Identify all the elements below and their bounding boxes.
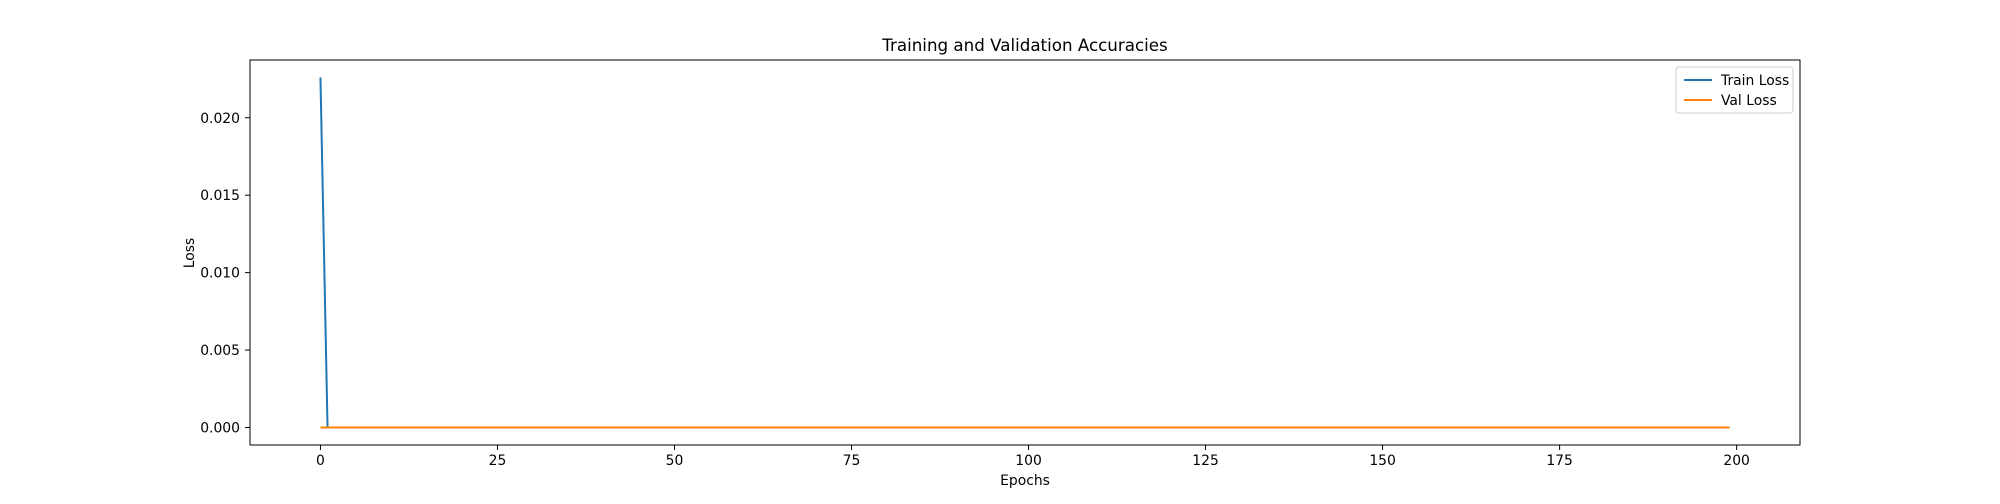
legend-label-train-loss: Train Loss <box>1720 73 1789 89</box>
x-tick-label: 50 <box>666 453 684 469</box>
y-tick-label: 0.010 <box>200 266 240 282</box>
y-tick-label: 0.015 <box>200 188 240 204</box>
x-tick-label: 75 <box>843 453 861 469</box>
chart-title: Training and Validation Accuracies <box>881 35 1167 55</box>
y-tick-label: 0.020 <box>200 111 240 127</box>
x-tick-label: 0 <box>316 453 325 469</box>
y-tick-label: 0.000 <box>200 421 240 437</box>
plot-background <box>250 60 1800 445</box>
legend-label-val-loss: Val Loss <box>1721 93 1777 109</box>
series-layer <box>319 77 1730 429</box>
legend-box <box>1675 66 1794 114</box>
x-tick-label: 200 <box>1723 453 1750 469</box>
plot-frame <box>249 59 1801 446</box>
x-tick-label: 100 <box>1015 453 1042 469</box>
y-axis-label: Loss <box>182 238 198 268</box>
y-tick-label: 0.005 <box>200 343 240 359</box>
x-tick-label: 150 <box>1369 453 1396 469</box>
x-axis: 0 25 50 75 100 125 150 175 200 <box>316 445 1750 469</box>
x-axis-label: Epochs <box>1000 473 1050 489</box>
plot-area <box>250 60 1800 445</box>
x-tick-label: 25 <box>489 453 507 469</box>
legend: Train Loss Val Loss <box>1675 66 1794 114</box>
x-tick-label: 125 <box>1192 453 1219 469</box>
x-tick-label: 175 <box>1546 453 1573 469</box>
y-axis: 0.000 0.005 0.010 0.015 0.020 <box>200 111 250 437</box>
